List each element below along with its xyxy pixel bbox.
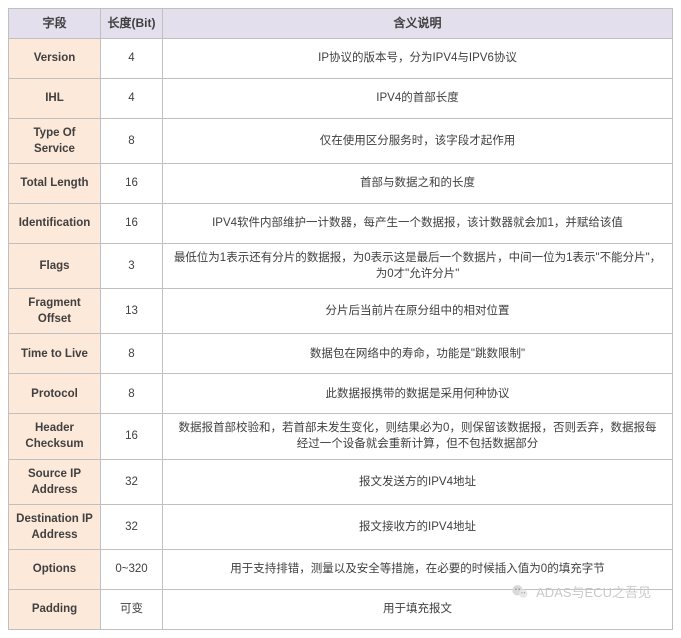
cell-length: 13 — [101, 289, 163, 334]
cell-field: Protocol — [9, 374, 101, 414]
table-row: IHL4IPV4的首部长度 — [9, 78, 673, 118]
cell-desc: IPV4软件内部维护一计数器，每产生一个数据报，该计数器就会加1，并赋给该值 — [163, 203, 673, 243]
cell-length: 16 — [101, 203, 163, 243]
ipv4-header-fields-table: 字段 长度(Bit) 含义说明 Version4IP协议的版本号，分为IPV4与… — [8, 8, 673, 630]
cell-length: 8 — [101, 118, 163, 163]
cell-desc: 报文发送方的IPV4地址 — [163, 459, 673, 504]
cell-desc: 数据报首部校验和，若首部未发生变化，则结果必为0，则保留该数据报，否则丢弃，数据… — [163, 414, 673, 459]
cell-field: Options — [9, 549, 101, 589]
cell-length: 4 — [101, 38, 163, 78]
cell-field: Time to Live — [9, 334, 101, 374]
cell-desc: IP协议的版本号，分为IPV4与IPV6协议 — [163, 38, 673, 78]
cell-field: Padding — [9, 589, 101, 629]
table-row: Total Length16首部与数据之和的长度 — [9, 163, 673, 203]
table-row: Source IP Address32报文发送方的IPV4地址 — [9, 459, 673, 504]
table-row: Padding可变用于填充报文 — [9, 589, 673, 629]
cell-field: Fragment Offset — [9, 289, 101, 334]
cell-desc: 数据包在网络中的寿命，功能是"跳数限制" — [163, 334, 673, 374]
table-row: Fragment Offset13分片后当前片在原分组中的相对位置 — [9, 289, 673, 334]
cell-desc: 用于填充报文 — [163, 589, 673, 629]
cell-desc: 此数据报携带的数据是采用何种协议 — [163, 374, 673, 414]
cell-field: Source IP Address — [9, 459, 101, 504]
cell-length: 16 — [101, 163, 163, 203]
cell-field: IHL — [9, 78, 101, 118]
cell-field: Destination IP Address — [9, 504, 101, 549]
cell-length: 16 — [101, 414, 163, 459]
cell-field: Flags — [9, 243, 101, 288]
cell-length: 8 — [101, 374, 163, 414]
cell-desc: 最低位为1表示还有分片的数据报，为0表示这是最后一个数据片，中间一位为1表示"不… — [163, 243, 673, 288]
cell-length: 可变 — [101, 589, 163, 629]
table-header-row: 字段 长度(Bit) 含义说明 — [9, 9, 673, 39]
table-row: Protocol8此数据报携带的数据是采用何种协议 — [9, 374, 673, 414]
cell-length: 4 — [101, 78, 163, 118]
table-row: Header Checksum16数据报首部校验和，若首部未发生变化，则结果必为… — [9, 414, 673, 459]
cell-field: Total Length — [9, 163, 101, 203]
cell-length: 0~320 — [101, 549, 163, 589]
col-header-desc: 含义说明 — [163, 9, 673, 39]
cell-desc: 用于支持排错，测量以及安全等措施，在必要的时候插入值为0的填充字节 — [163, 549, 673, 589]
cell-field: Type Of Service — [9, 118, 101, 163]
cell-field: Identification — [9, 203, 101, 243]
col-header-length: 长度(Bit) — [101, 9, 163, 39]
cell-length: 3 — [101, 243, 163, 288]
cell-field: Header Checksum — [9, 414, 101, 459]
cell-desc: 首部与数据之和的长度 — [163, 163, 673, 203]
cell-desc: IPV4的首部长度 — [163, 78, 673, 118]
table-row: Version4IP协议的版本号，分为IPV4与IPV6协议 — [9, 38, 673, 78]
table-row: Flags3最低位为1表示还有分片的数据报，为0表示这是最后一个数据片，中间一位… — [9, 243, 673, 288]
cell-desc: 分片后当前片在原分组中的相对位置 — [163, 289, 673, 334]
col-header-field: 字段 — [9, 9, 101, 39]
cell-desc: 报文接收方的IPV4地址 — [163, 504, 673, 549]
cell-length: 32 — [101, 459, 163, 504]
cell-field: Version — [9, 38, 101, 78]
cell-length: 32 — [101, 504, 163, 549]
table-row: Destination IP Address32报文接收方的IPV4地址 — [9, 504, 673, 549]
table-row: Time to Live8数据包在网络中的寿命，功能是"跳数限制" — [9, 334, 673, 374]
table-row: Type Of Service8仅在使用区分服务时，该字段才起作用 — [9, 118, 673, 163]
cell-length: 8 — [101, 334, 163, 374]
cell-desc: 仅在使用区分服务时，该字段才起作用 — [163, 118, 673, 163]
table-row: Options0~320用于支持排错，测量以及安全等措施，在必要的时候插入值为0… — [9, 549, 673, 589]
table-row: Identification16IPV4软件内部维护一计数器，每产生一个数据报，… — [9, 203, 673, 243]
